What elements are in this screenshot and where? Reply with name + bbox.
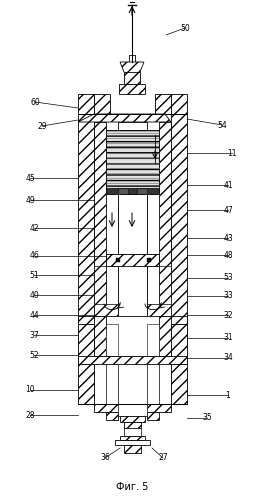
Bar [120,436,145,440]
Text: 31: 31 [223,333,233,342]
Bar [120,416,145,422]
Text: 29: 29 [37,121,47,131]
Text: 45: 45 [25,174,35,183]
Bar [118,122,147,130]
Bar [159,298,171,306]
Text: 41: 41 [223,181,233,190]
Text: 35: 35 [202,414,212,423]
Bar [171,114,187,349]
Bar [147,266,159,306]
Bar [106,266,118,306]
Text: 43: 43 [223,234,233,243]
Bar [116,258,120,262]
Text: 11: 11 [227,149,237,158]
Polygon shape [120,62,144,78]
Bar [106,412,118,420]
Bar [147,412,159,420]
Bar [118,188,128,194]
Bar [94,298,106,306]
Bar [124,445,141,453]
Text: 54: 54 [217,120,227,130]
Text: 27: 27 [158,454,168,463]
Bar [155,94,171,114]
Bar [78,356,187,364]
Bar [171,324,187,364]
Bar [147,324,159,356]
Bar [94,122,106,349]
Text: 47: 47 [223,206,233,215]
Text: 52: 52 [29,350,39,359]
Text: 32: 32 [223,310,233,319]
Text: 36: 36 [100,454,110,463]
Text: 37: 37 [29,330,39,339]
Bar [119,84,145,94]
Bar [118,364,147,404]
Bar [147,258,151,262]
Bar [118,194,147,254]
Text: 10: 10 [25,386,35,395]
Bar [94,404,171,412]
Bar [124,422,141,428]
Text: 53: 53 [223,273,233,282]
Polygon shape [78,114,171,122]
Bar [106,194,118,254]
Bar [78,316,187,324]
Text: 1: 1 [226,391,230,400]
Bar [152,134,159,164]
Bar [159,122,171,349]
Bar [78,94,94,114]
Text: 28: 28 [25,411,35,420]
Bar [78,324,94,364]
Bar [78,364,94,404]
Bar [106,324,118,356]
Bar [94,94,110,114]
Bar [159,316,171,356]
Bar [106,254,159,266]
Text: 60: 60 [30,97,40,106]
Bar [159,364,171,404]
Text: 34: 34 [223,353,233,362]
Bar [106,130,159,190]
Bar [124,72,140,84]
Text: 50: 50 [180,23,190,32]
Bar [147,304,171,316]
Bar [94,304,118,316]
Text: 33: 33 [223,291,233,300]
Bar [118,254,147,316]
Bar [94,364,106,404]
Bar [118,404,147,416]
Bar [106,254,118,266]
Bar [129,55,135,67]
Bar [124,428,141,436]
Bar [106,316,159,356]
Text: 46: 46 [29,251,39,260]
Bar [147,254,159,266]
Bar [171,94,187,114]
Text: 40: 40 [29,290,39,299]
Bar [147,194,159,254]
Bar [94,316,106,356]
Bar [78,114,94,349]
Bar [137,188,147,194]
Text: 44: 44 [29,310,39,319]
Bar [115,440,150,445]
Bar [94,266,106,306]
Bar [171,364,187,404]
Bar [159,266,171,306]
Text: 49: 49 [25,196,35,205]
Text: 42: 42 [29,224,39,233]
Text: 51: 51 [29,270,39,279]
Bar [106,188,159,194]
Text: 48: 48 [223,250,233,259]
Text: Фиг. 5: Фиг. 5 [116,482,148,492]
